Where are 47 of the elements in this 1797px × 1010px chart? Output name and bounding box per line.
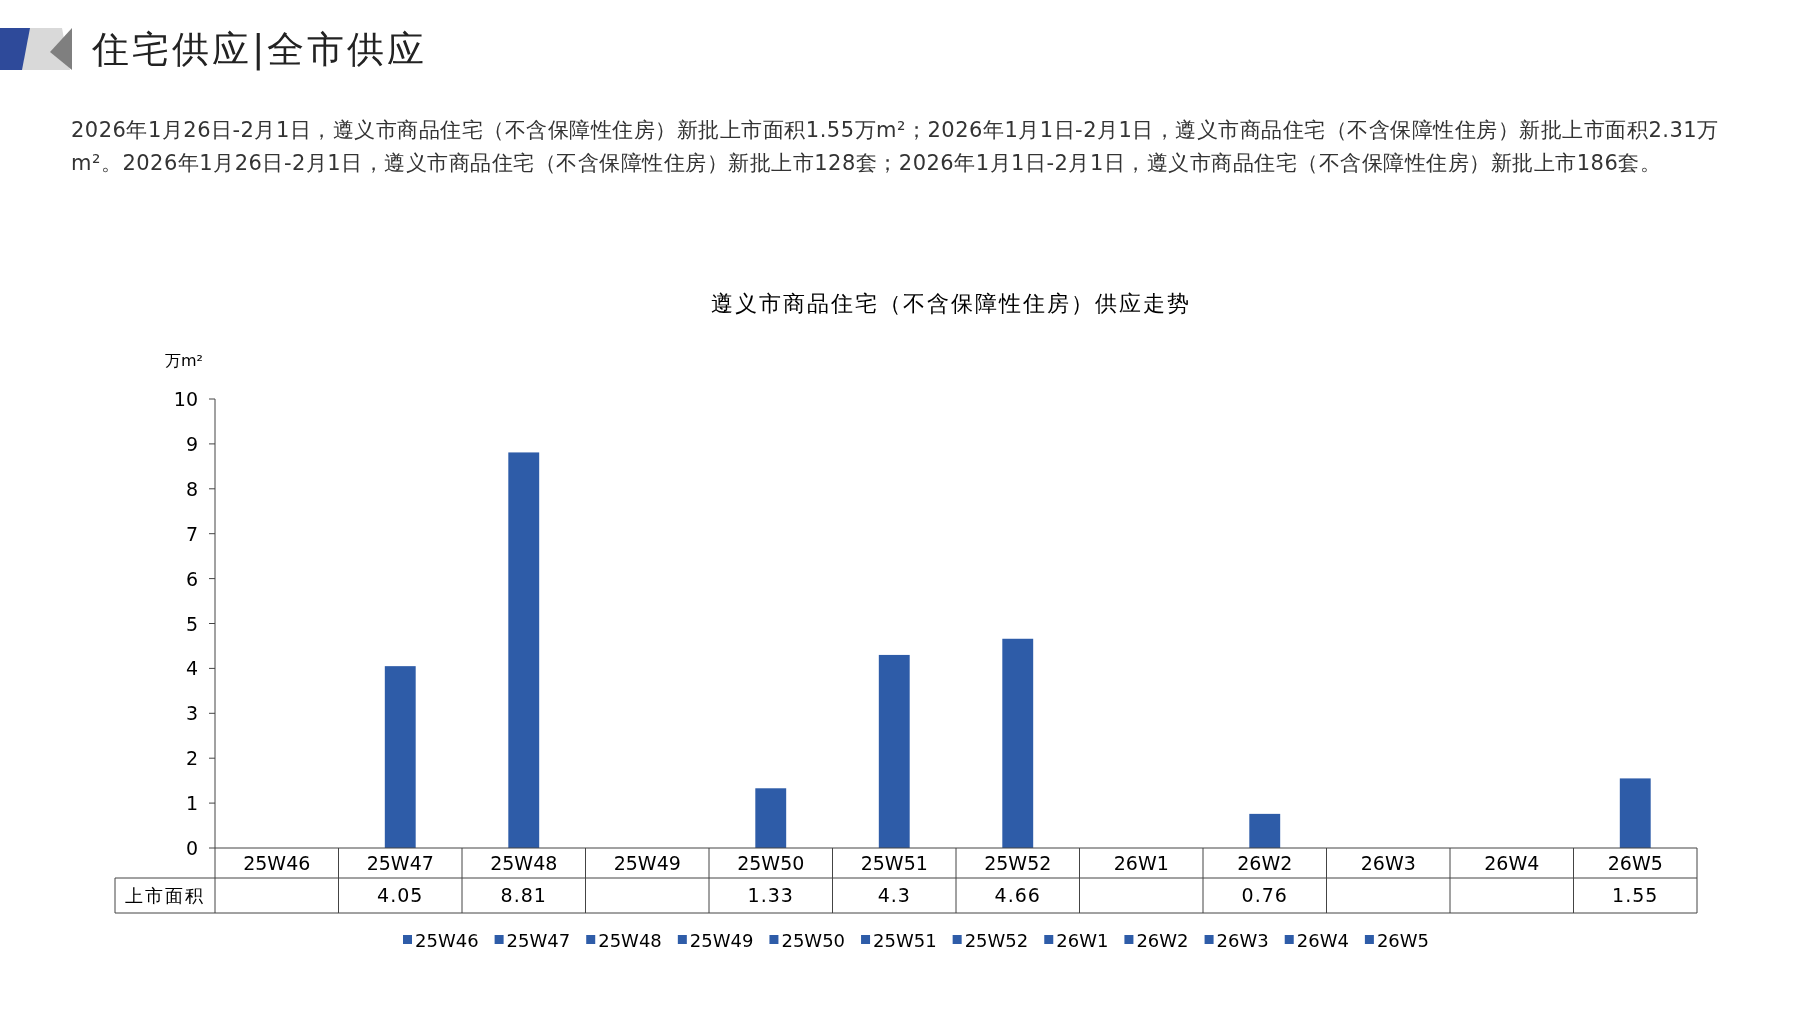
y-tick-label: 2 <box>185 747 198 770</box>
text: 住宅供应|全市供应 <box>91 28 428 71</box>
y-tick-label: 3 <box>185 702 198 725</box>
y-axis-title: 万m² <box>165 351 203 370</box>
y-tick-label: 7 <box>185 522 198 545</box>
category-label: 26W2 <box>1136 930 1189 951</box>
x-tick-label: 25W46 <box>243 852 311 874</box>
category-label: 25W51 <box>873 930 937 951</box>
data-label: 8.81 <box>500 884 547 906</box>
x-tick-label: 26W5 <box>1607 852 1663 874</box>
category-label: 26W1 <box>1056 930 1109 951</box>
x-tick-label: 25W47 <box>366 852 434 874</box>
data-label: 4.05 <box>377 884 424 906</box>
text: 2026年1月26日-2月1日，遵义市商品住宅（不含保障性住房）新批上市面积1.55万m²；2026年1月1日-2月1日，遵义市商品住宅（不含保障性住房）新批上市面积2.31万m²。2026年1月26日-2月1日，遵义市商品住宅（不含保障性住房）新批上市128套；2026年1月1日-2月1日，遵义市商品住宅（不含保障性住房）新批上市186套。 <box>71 117 1720 177</box>
category-label: 25W47 <box>506 930 571 951</box>
data-label: 4.66 <box>994 884 1041 906</box>
category-label: 25W50 <box>781 930 846 951</box>
category-label: 26W3 <box>1216 930 1269 951</box>
x-tick-label: 26W3 <box>1360 852 1416 874</box>
y-tick-label: 6 <box>185 567 198 590</box>
category-label: 26W4 <box>1296 930 1349 951</box>
data-label: 1.55 <box>1612 884 1659 906</box>
y-tick-label: 9 <box>185 432 198 455</box>
category-label: 26W5 <box>1376 930 1430 951</box>
category-label: 25W49 <box>689 930 754 951</box>
x-tick-label: 25W50 <box>737 852 805 874</box>
chart-title: 遵义市商品住宅（不含保障性住房）供应走势 <box>711 291 1191 316</box>
y-tick-label: 1 <box>185 792 198 815</box>
data-label: 1.33 <box>747 884 794 906</box>
data-label: 4.3 <box>877 884 911 906</box>
x-tick-label: 25W48 <box>490 852 558 874</box>
y-tick-label: 8 <box>185 477 198 500</box>
x-tick-label: 25W49 <box>613 852 681 874</box>
x-tick-label: 26W1 <box>1113 852 1169 874</box>
y-tick-label: 10 <box>173 388 198 410</box>
y-tick-label: 4 <box>185 657 198 680</box>
x-tick-label: 25W51 <box>860 852 928 874</box>
category-label: 25W52 <box>964 930 1029 951</box>
y-tick-label: 0 <box>185 837 198 859</box>
x-tick-label: 25W52 <box>984 852 1052 874</box>
text: 上市面积 <box>125 885 205 906</box>
x-tick-label: 26W2 <box>1237 852 1293 874</box>
category-label: 25W48 <box>598 930 662 951</box>
x-tick-label: 26W4 <box>1484 852 1540 874</box>
data-label: 0.76 <box>1241 884 1288 906</box>
y-tick-label: 5 <box>185 612 198 635</box>
category-label: 25W46 <box>415 930 479 951</box>
